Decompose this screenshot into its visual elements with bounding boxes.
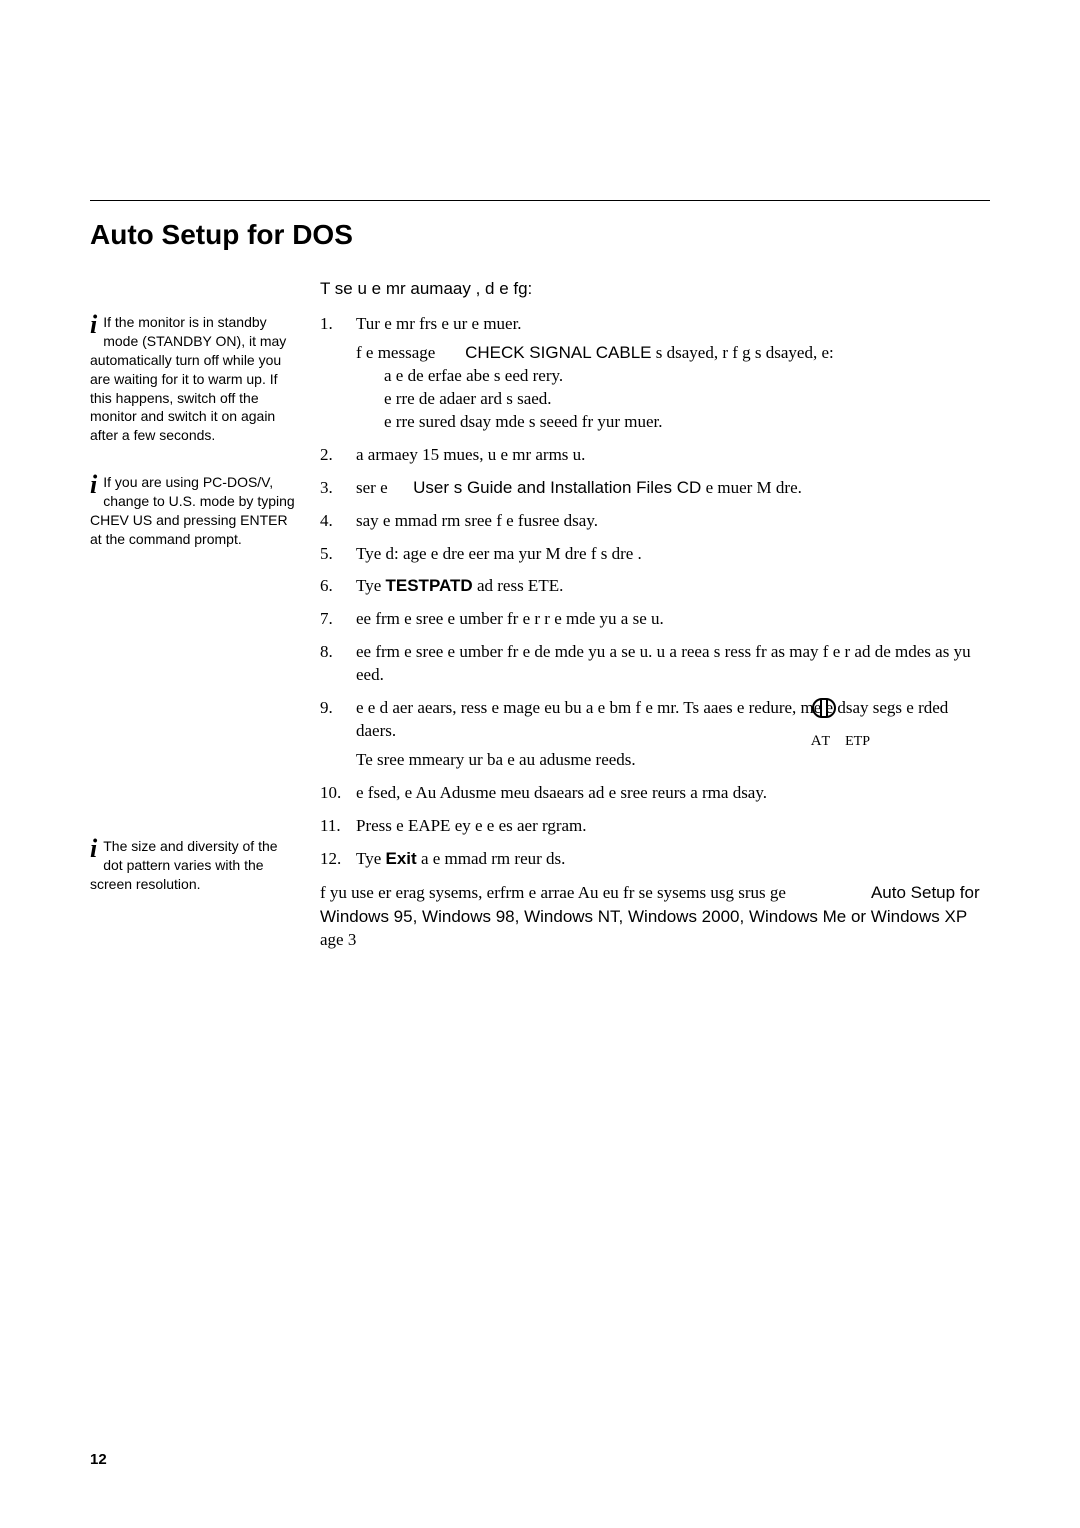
button-icon — [811, 697, 841, 721]
step-10: e fsed, e Au Adusme meu dsaears ad e sre… — [320, 782, 990, 805]
signal-cable-label: CHECK SIGNAL CABLE — [465, 343, 651, 362]
step-2: a armaey 15 mues, u e mr arms u. — [320, 444, 990, 467]
step-text: e fsed, e Au Adusme meu dsaears ad e sre… — [356, 783, 767, 802]
main-column: Tur e mr frs e ur e muer. f e message CH… — [320, 313, 990, 952]
step-6: Tye TESTPATD ad ress ETE. — [320, 575, 990, 598]
text: ad ress ETE. — [477, 576, 563, 595]
page-title: Auto Setup for DOS — [90, 219, 990, 251]
divider-line — [90, 200, 990, 201]
at-label: AT — [811, 733, 830, 749]
intro-text: T se u e mr aumaay , d e fg: — [320, 279, 990, 299]
step-text: Tye d: age e dre eer ma yur M dre f s dr… — [356, 544, 642, 563]
exit-label: Exit — [386, 849, 417, 868]
step-text: ee frm e sree e umber fr e r r e mde yu … — [356, 609, 664, 628]
sub-item: a e de erfae abe s eed rery. — [384, 365, 990, 388]
step-text: say e mmad rm sree f e fusree dsay. — [356, 511, 598, 530]
text: f e message — [356, 343, 435, 362]
step-9: e e d aer aears, ress e mage eu bu a e b… — [320, 697, 990, 772]
etp-label: ETP — [845, 734, 870, 749]
step-5: Tye d: age e dre eer ma yur M dre f s dr… — [320, 543, 990, 566]
content-row: i If the monitor is in standby mode (STA… — [90, 313, 990, 952]
sub-item: e rre de adaer ard s saed. — [384, 388, 990, 411]
page-number: 12 — [90, 1451, 107, 1468]
step-text: a armaey 15 mues, u e mr arms u. — [356, 445, 585, 464]
sidenote-text: If you are using PC-DOS/V, change to U.S… — [90, 474, 295, 547]
step-12: Tye Exit a e mmad rm reur ds. — [320, 848, 990, 871]
step-text: ee frm e sree e umber fr e de mde yu a s… — [356, 642, 971, 684]
text: a e mmad rm reur ds. — [421, 849, 565, 868]
footer-paragraph: f yu use er erag sysems, erfrm e arrae A… — [320, 881, 990, 952]
sub-item: e rre sured dsay mde s seeed fr yur muer… — [384, 411, 990, 434]
side-column: i If the monitor is in standby mode (STA… — [90, 313, 320, 921]
step-text: Press e EAPE ey e e es aer rgram. — [356, 816, 587, 835]
sidenote-standby: i If the monitor is in standby mode (STA… — [90, 313, 300, 445]
step-11: Press e EAPE ey e e es aer rgram. — [320, 815, 990, 838]
sidenote-text: The size and diversity of the dot patter… — [90, 838, 278, 892]
sidenote-text: If the monitor is in standby mode (STAND… — [90, 314, 286, 443]
text: ser e — [356, 478, 388, 497]
steps-list: Tur e mr frs e ur e muer. f e message CH… — [320, 313, 990, 871]
text: e muer M dre. — [706, 478, 802, 497]
sidenote-pcdos: i If you are using PC-DOS/V, change to U… — [90, 473, 300, 549]
info-icon: i — [90, 837, 97, 860]
step-text: Tur e mr frs e ur e muer. — [356, 314, 522, 333]
page-ref: age 3 — [320, 930, 356, 949]
info-icon: i — [90, 313, 97, 336]
step-4: say e mmad rm sree f e fusree dsay. — [320, 510, 990, 533]
step-3: ser e User s Guide and Installation File… — [320, 477, 990, 500]
text: s dsayed, r f g s dsayed, e: — [656, 343, 834, 362]
button-graphic: AT ETP — [811, 697, 870, 752]
step-8: ee frm e sree e umber fr e de mde yu a s… — [320, 641, 990, 687]
text: Tye — [356, 849, 386, 868]
testpatd-label: TESTPATD — [386, 576, 473, 595]
text: Tye — [356, 576, 386, 595]
step-7: ee frm e sree e umber fr e r r e mde yu … — [320, 608, 990, 631]
sidenote-dotpattern: i The size and diversity of the dot patt… — [90, 837, 300, 894]
step-1: Tur e mr frs e ur e muer. f e message CH… — [320, 313, 990, 434]
step-9b: Te sree mmeary ur ba e au adusme reeds. — [356, 749, 990, 772]
step-1-sub: f e message CHECK SIGNAL CABLE s dsayed,… — [356, 342, 990, 434]
info-icon: i — [90, 473, 97, 496]
cd-label: User s Guide and Installation Files CD — [413, 478, 701, 497]
text: f yu use er erag sysems, erfrm e arrae A… — [320, 883, 786, 902]
